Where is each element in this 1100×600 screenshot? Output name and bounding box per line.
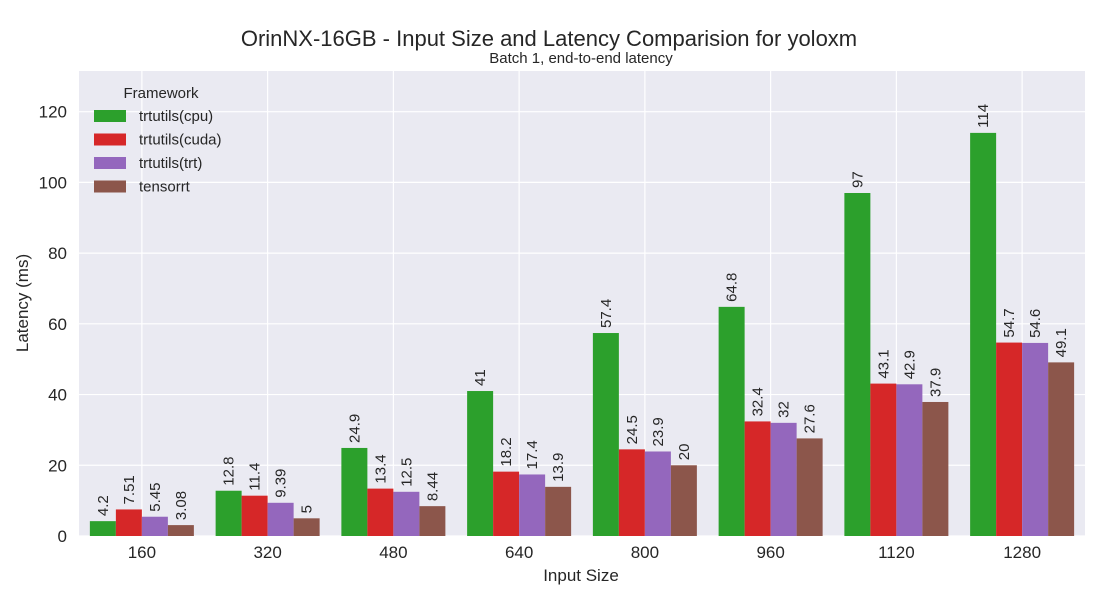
bar-label: 57.4 [598,299,615,328]
bar [718,306,745,536]
bar-label: 24.9 [346,414,363,443]
legend-swatch [94,157,126,169]
bar-label: 5 [299,505,316,513]
bar-labels: 4.2 12.8 24.9 41 57.4 64.8 97 114 7.51 11.4 13.4 18… [95,104,1070,520]
bar [293,518,320,536]
legend: Framework trtutils(cpu) trtutils(cuda) trt… [94,85,222,196]
x-tick-label: 1280 [1003,543,1041,562]
bar-label: 54.6 [1027,309,1044,338]
bar [870,383,897,536]
bar-label: 8.44 [424,472,441,501]
bar-label: 41 [472,369,489,386]
bar-label: 18.2 [498,437,515,466]
bar [592,333,619,536]
y-tick-label: 60 [48,315,67,334]
x-tick-label: 960 [756,543,784,562]
bar [545,486,572,536]
x-axis-label: Input Size [543,566,619,585]
x-tick-label: 320 [253,543,281,562]
y-ticks: 0 20 40 60 80 100 120 [39,103,67,546]
bar-label: 13.4 [372,454,389,483]
bar [670,465,697,536]
bar [922,401,949,536]
bar [1048,362,1075,536]
legend-swatch [94,180,126,193]
bar-label: 17.4 [524,440,541,469]
bar [89,521,116,536]
bar-label: 7.51 [121,475,138,504]
bar [393,491,420,536]
bar-label: 32.4 [750,387,767,416]
y-tick-label: 120 [39,103,67,122]
bar-label: 20 [676,444,693,461]
bar [796,438,823,536]
y-axis-label: Latency (ms) [13,254,32,352]
bar [341,447,368,536]
y-tick-label: 20 [48,456,67,475]
bar-label: 54.7 [1001,308,1018,337]
x-tick-label: 160 [128,543,156,562]
bar-label: 12.8 [221,457,238,486]
bar [419,506,446,536]
bar-label: 5.45 [147,483,164,512]
bar [519,474,546,536]
legend-swatch [94,110,126,122]
grid [79,71,1085,537]
legend-entry: trtutils(trt) [139,155,202,172]
legend-entry: trtutils(cpu) [139,108,213,125]
bar-label: 37.9 [927,368,944,397]
legend-entry: trtutils(cuda) [139,132,222,149]
y-tick-label: 0 [58,527,67,546]
y-tick-label: 40 [48,386,67,405]
bar-label: 4.2 [95,495,112,516]
bar-label: 32 [776,401,793,418]
bar [996,342,1023,536]
bar-label: 12.5 [398,458,415,487]
bar-label: 13.9 [550,453,567,482]
legend-title: Framework [123,85,199,102]
bar [167,525,194,536]
bar-label: 42.9 [901,350,918,379]
bar-label: 23.9 [650,417,667,446]
bars [89,132,1075,536]
bar [1022,342,1049,536]
bar [618,449,645,536]
bar-label: 27.6 [802,404,819,433]
y-tick-label: 80 [48,244,67,263]
bar [241,495,268,536]
bar [467,391,494,536]
legend-swatch [94,133,126,146]
bar [896,384,923,536]
y-tick-label: 100 [39,173,67,192]
bar-label: 49.1 [1053,328,1070,357]
chart-subtitle: Batch 1, end-to-end latency [489,50,673,67]
bar-label: 64.8 [724,273,741,302]
chart-title: OrinNX-16GB - Input Size and Latency Com… [241,26,857,51]
bar [267,502,294,536]
x-tick-label: 1120 [878,543,915,562]
bar [770,422,797,536]
bar [844,192,871,536]
x-tick-label: 640 [505,543,533,562]
bar [115,509,142,536]
bar [141,516,168,536]
bar [493,471,520,536]
bar [367,488,394,536]
x-tick-label: 480 [379,543,407,562]
x-tick-label: 800 [631,543,659,562]
bar [970,132,997,536]
bar-label: 24.5 [624,415,641,444]
bar-label: 97 [849,171,866,188]
bar-label: 3.08 [173,491,190,520]
bar-label: 11.4 [247,463,264,491]
bar [215,490,242,536]
bar-label: 114 [975,104,992,128]
bar [744,421,771,536]
legend-entry: tensorrt [139,179,191,196]
x-ticks: 160 320 480 640 800 960 1120 1280 [128,543,1041,562]
bar [644,451,671,536]
bar-label: 9.39 [273,469,290,498]
bar-label: 43.1 [875,349,892,378]
